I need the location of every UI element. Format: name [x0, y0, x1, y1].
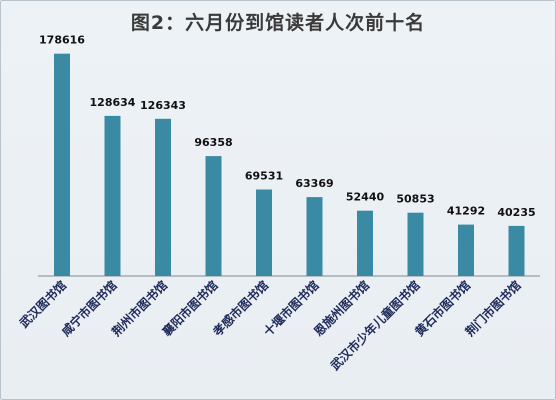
bar-2: [105, 116, 121, 276]
value-label-3: 126343: [140, 99, 186, 112]
bar-3: [155, 119, 171, 276]
bar-8: [408, 213, 424, 276]
bar-10: [509, 226, 525, 276]
value-label-9: 41292: [447, 205, 485, 218]
category-label-1: 武汉图书馆: [16, 278, 69, 331]
value-label-1: 178616: [39, 34, 85, 47]
category-label-8: 武汉市少年儿童图书馆: [327, 278, 422, 373]
value-label-6: 63369: [295, 177, 333, 190]
value-label-5: 69531: [245, 170, 283, 183]
value-label-10: 40235: [497, 206, 535, 219]
bar-7: [357, 211, 373, 276]
value-label-4: 96358: [194, 136, 232, 149]
bar-9: [458, 225, 474, 276]
value-label-2: 128634: [90, 96, 136, 109]
value-label-8: 50853: [396, 193, 434, 206]
bar-1: [54, 54, 70, 276]
bar-5: [256, 190, 272, 277]
bar-4: [206, 156, 222, 276]
bar-6: [307, 197, 323, 276]
value-label-7: 52440: [346, 191, 385, 204]
